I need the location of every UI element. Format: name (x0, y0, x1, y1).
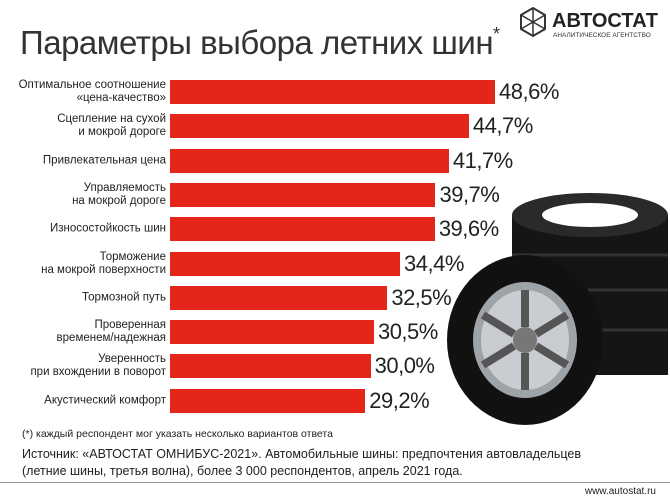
logo-tagline: АНАЛИТИЧЕСКОЕ АГЕНТСТВО (553, 32, 651, 39)
bar (170, 354, 371, 379)
logo-name: АВТОСТАТ (552, 10, 658, 32)
title-text: Параметры выбора летних шин (20, 24, 494, 61)
value-label: 29,2% (369, 387, 430, 413)
bar (170, 148, 449, 173)
value-label: 34,4% (404, 250, 464, 276)
value-label: 30,5% (377, 319, 438, 345)
title-mark: * (493, 24, 500, 44)
website: www.autostat.ru (584, 486, 656, 497)
value-label: 32,5% (391, 284, 452, 310)
bar (170, 182, 436, 207)
category-label: Акустический комфорт (44, 394, 166, 407)
bar (170, 80, 495, 104)
category-label: Сцепление на сухой и мокрой дороге (57, 113, 166, 139)
category-label: Тормозной путь (82, 291, 166, 304)
category-label: Торможение на мокрой поверхности (41, 250, 166, 276)
bar (170, 114, 469, 139)
category-label: Уверенность при вхождении в поворот (30, 353, 166, 379)
category-label: Привлекательная цена (42, 154, 166, 167)
category-label: Проверенная временем/надежная (56, 319, 166, 345)
bar (170, 217, 435, 242)
value-label: 39,7% (439, 181, 500, 207)
footnote: (*) каждый респондент мог указать нескол… (22, 428, 333, 440)
bar (170, 388, 366, 413)
logo-icon (520, 6, 546, 38)
value-label: 44,7% (472, 113, 533, 139)
source: Источник: «АВТОСТАТ ОМНИБУС-2021». Автом… (22, 447, 582, 478)
category-label: Оптимальное соотношение «цена-качество» (18, 79, 166, 104)
bar (170, 285, 388, 310)
category-label: Управляемость на мокрой дороге (72, 181, 166, 207)
value-label: 39,6% (438, 216, 499, 242)
title: Параметры выбора летних шин* (20, 24, 500, 62)
category-label: Износостойкость шин (49, 222, 166, 235)
value-label: 48,6% (499, 79, 559, 104)
value-label: 30,0% (374, 353, 435, 379)
bar (170, 251, 401, 276)
tires (447, 193, 668, 425)
bar (170, 320, 374, 345)
value-label: 41,7% (452, 147, 513, 173)
